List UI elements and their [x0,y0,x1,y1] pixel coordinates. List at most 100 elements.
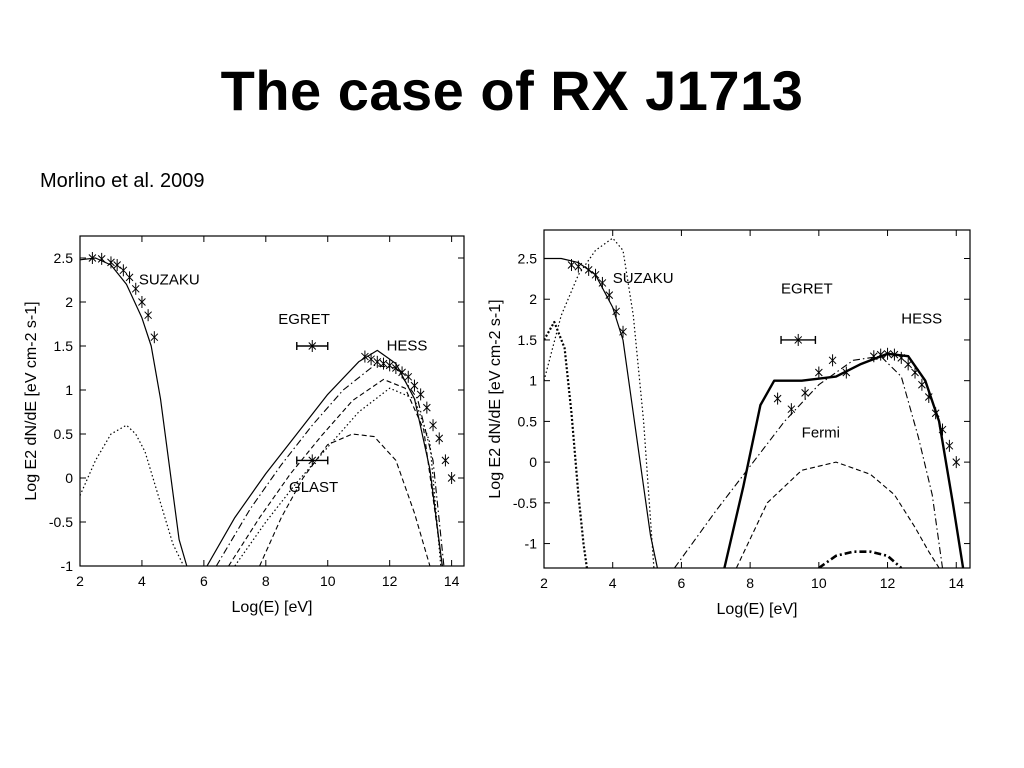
y-axis-title: Log E2 dN/dE [eV cm-2 s-1] [23,301,40,500]
x-tick-label: 2 [76,573,84,589]
data-point-hess [890,348,899,361]
y-tick-label: -0.5 [513,495,537,511]
y-tick-label: 2.5 [54,250,74,266]
model-curve-dashdot [674,355,944,568]
plot-frame [543,229,971,569]
sed-plot-right: 2 4 6 8 10 12 14 -1 -0.5 0 0.5 1 1.5 2 2.5 Log(E) [eV] L… [487,229,971,618]
y-tick-label: -0.5 [49,514,73,530]
data-point-fermi [814,366,823,379]
y-tick-label: 2.5 [518,251,538,267]
data-point-hess [904,358,913,371]
data-point-suzaku [125,271,134,284]
data-point-hess [931,407,940,420]
x-tick-label: 6 [200,573,208,589]
model-curve-dotted [544,237,655,568]
annotation-suzaku: SUZAKU [613,270,674,287]
data-point-suzaku [598,276,607,289]
x-tick-label: 4 [138,573,146,589]
data-point-suzaku [107,256,115,269]
model-curve-dashdot-bold [818,550,903,568]
data-point-egret [296,340,329,352]
x-tick-label: 10 [320,573,336,589]
data-point-hess [416,388,425,401]
data-point-fermi [842,366,851,379]
y-tick-label: -1 [61,558,74,574]
x-axis-title: Log(E) [eV] [717,601,798,618]
y-tick-label: 1 [529,373,537,389]
data-point-suzaku [119,264,128,277]
data-point-hess [422,401,431,414]
data-point-suzaku [144,309,152,322]
data-point-hess [410,379,419,392]
x-tick-label: 8 [746,575,754,591]
data-point-suzaku [88,252,97,264]
data-point-suzaku [574,260,583,273]
data-point-hess [911,366,919,379]
x-tick-label: 14 [948,575,964,591]
data-point-hess [869,350,878,363]
data-point-suzaku [605,289,614,302]
data-point-suzaku [97,252,106,265]
data-point-hess [447,472,456,484]
data-point-hess [897,351,906,364]
data-point-hess [876,348,885,361]
model-curve-dotted [80,424,185,566]
data-point-glast [296,454,329,467]
annotation-egret: EGRET [781,281,833,298]
data-point-hess [361,350,369,363]
x-tick-label: 12 [880,575,896,591]
data-point-hess [441,454,450,467]
data-point-suzaku [619,325,627,338]
data-point-suzaku [591,268,600,281]
data-point-hess [918,378,926,391]
model-curve-solid-bold [723,352,965,568]
annotation-suzaku: SUZAKU [139,271,200,288]
data-point-hess [924,390,933,403]
y-tick-label: 1.5 [518,332,538,348]
slide-title: The case of RX J1713 [220,59,804,122]
data-point-fermi [828,354,837,367]
y-tick-label: 0.5 [518,413,538,429]
data-point-suzaku [113,259,122,272]
x-tick-label: 8 [262,573,270,589]
y-tick-label: 0 [65,470,73,486]
data-point-egret [780,333,817,346]
data-point-hess [435,432,444,445]
x-tick-label: 10 [811,575,827,591]
x-tick-label: 4 [609,575,617,591]
data-point-hess [379,357,388,370]
model-curve-dashed [259,433,431,566]
x-tick-label: 12 [382,573,398,589]
data-point-suzaku [612,305,620,318]
y-tick-label: 2 [65,294,73,310]
x-tick-label: 6 [678,575,686,591]
data-point-fermi [787,403,796,416]
y-tick-label: 1 [65,382,73,398]
data-point-hess [404,370,413,383]
data-point-hess [398,366,406,379]
y-tick-label: 2 [529,291,537,307]
model-curve-dotted-bold [544,320,588,568]
y-axis-title: Log E2 dN/dE [eV cm-2 s-1] [487,299,504,498]
data-point-hess [952,456,961,469]
data-point-suzaku [131,282,140,295]
annotation-hess: HESS [901,311,942,328]
y-tick-label: 1.5 [54,338,74,354]
model-curve-solid [206,349,443,566]
data-point-hess [385,359,394,372]
x-tick-label: 14 [444,573,460,589]
y-tick-label: 0.5 [54,426,74,442]
model-curve-dotted [234,387,442,566]
annotation-fermi: Fermi [802,425,840,442]
data-point-hess [938,423,947,436]
data-point-fermi [773,392,782,405]
x-tick-label: 2 [540,575,548,591]
annotation-hess: HESS [387,337,428,354]
slide-subtitle: Morlino et al. 2009 [40,170,205,192]
data-point-hess [429,419,437,432]
data-point-hess [392,362,400,374]
model-curve-solid [544,257,658,568]
data-point-hess [945,439,954,452]
model-curve-dashdot [215,364,445,566]
model-curve-solid [80,257,188,566]
